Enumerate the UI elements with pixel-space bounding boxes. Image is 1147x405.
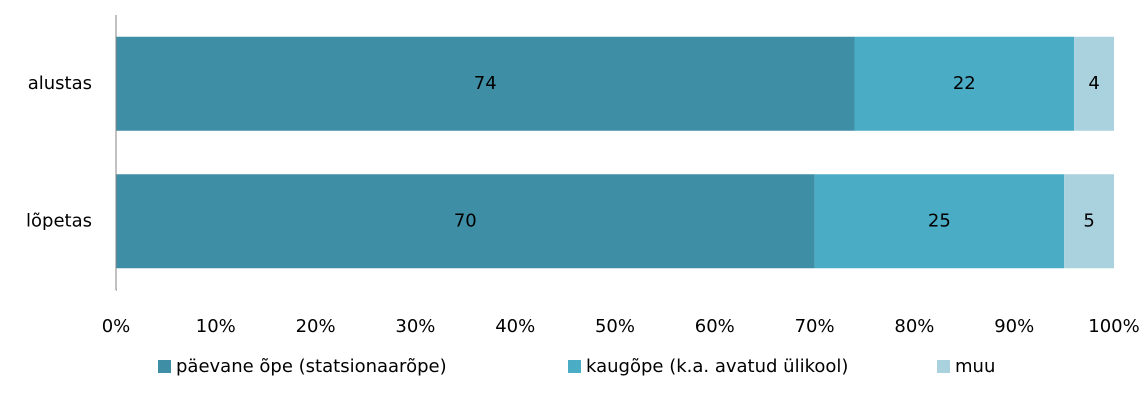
value-label: 22 xyxy=(953,73,976,94)
x-tick-label: 70% xyxy=(795,316,835,337)
value-label: 25 xyxy=(928,210,951,231)
bar-segment xyxy=(1064,174,1114,269)
value-label: 5 xyxy=(1083,210,1094,231)
bar-segment xyxy=(1074,36,1114,131)
category-label: alustas xyxy=(28,73,92,94)
legend-swatch xyxy=(568,360,581,373)
x-tick-label: 100% xyxy=(1088,316,1139,337)
x-tick-label: 60% xyxy=(695,316,735,337)
value-label: 74 xyxy=(474,73,497,94)
x-tick-label: 50% xyxy=(595,316,635,337)
x-tick-label: 10% xyxy=(196,316,236,337)
bar-segment xyxy=(814,174,1065,269)
x-tick-label: 0% xyxy=(102,316,131,337)
value-label: 70 xyxy=(454,210,477,231)
bar-segment xyxy=(116,36,855,131)
category-label: lõpetas xyxy=(26,210,92,231)
x-tick-label: 80% xyxy=(894,316,934,337)
legend-label: kaugõpe (k.a. avatud ülikool) xyxy=(586,356,848,377)
legend-label: päevane õpe (statsionaarõpe) xyxy=(176,356,447,377)
legend-swatch xyxy=(937,360,950,373)
x-tick-label: 90% xyxy=(994,316,1034,337)
x-tick-label: 30% xyxy=(395,316,435,337)
legend-swatch xyxy=(158,360,171,373)
value-label: 4 xyxy=(1088,73,1099,94)
legend-label: muu xyxy=(955,356,995,377)
x-tick-label: 40% xyxy=(495,316,535,337)
bar-segment xyxy=(116,174,815,269)
x-tick-label: 20% xyxy=(296,316,336,337)
bar-segment xyxy=(854,36,1075,131)
